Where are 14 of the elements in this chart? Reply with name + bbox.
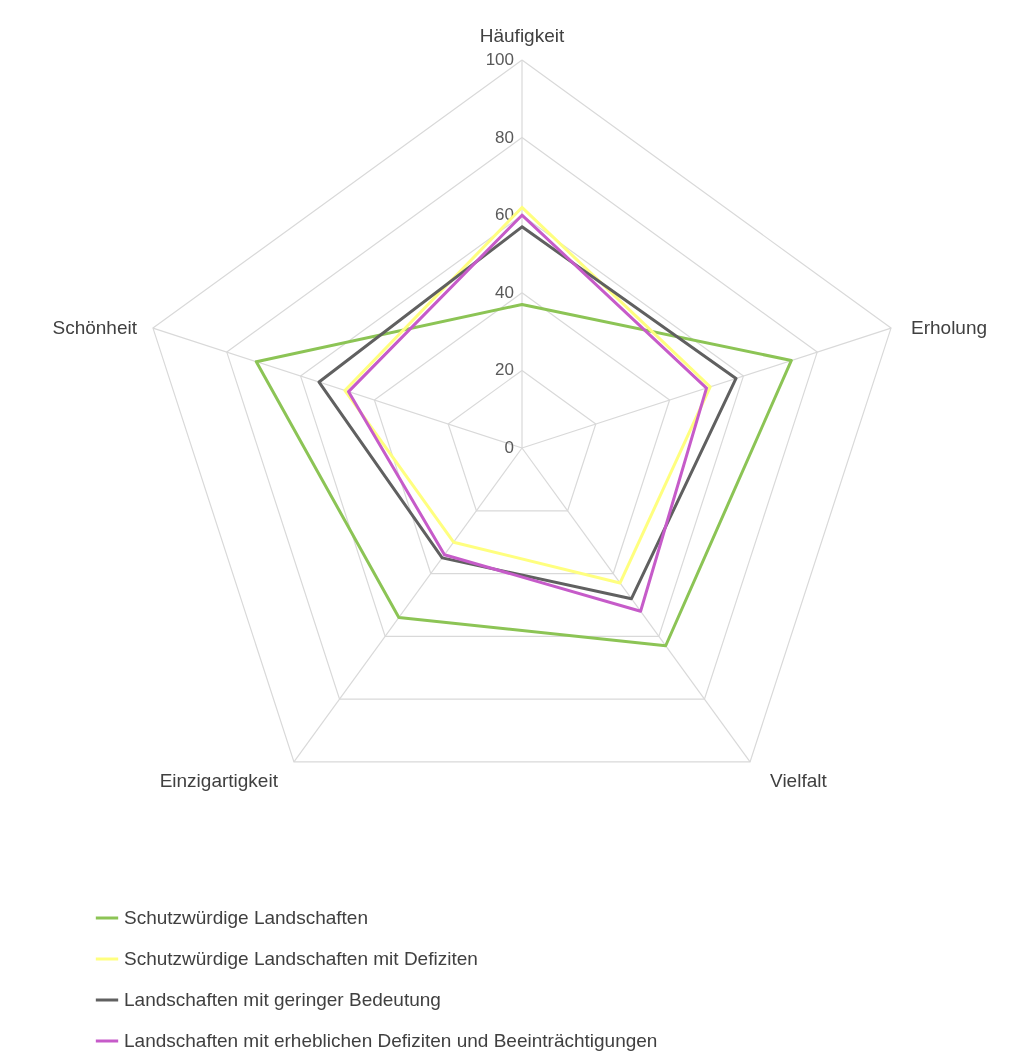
legend-label: Landschaften mit erheblichen Defiziten und Beeinträchtigungen xyxy=(124,1030,658,1051)
legend-label: Schutzwürdige Landschaften xyxy=(124,907,368,928)
y-tick-label: 0 xyxy=(504,438,514,457)
y-tick-label: 20 xyxy=(495,360,514,380)
y-tick-label: 40 xyxy=(495,282,514,302)
spoke-label: Einzigartigkeit xyxy=(159,769,279,791)
spoke-label: Schönheit xyxy=(52,317,138,339)
y-tick-label: 100 xyxy=(485,50,514,69)
spoke-label: Häufigkeit xyxy=(479,25,565,46)
legend-label: Landschaften mit geringer Bedeutung xyxy=(124,989,441,1010)
y-tick-label: 80 xyxy=(495,127,514,147)
spoke-label: Vielfalt xyxy=(770,769,828,791)
legend-label: Schutzwürdige Landschaften mit Defiziten xyxy=(124,948,478,969)
spoke-label: Erholung xyxy=(911,317,988,339)
